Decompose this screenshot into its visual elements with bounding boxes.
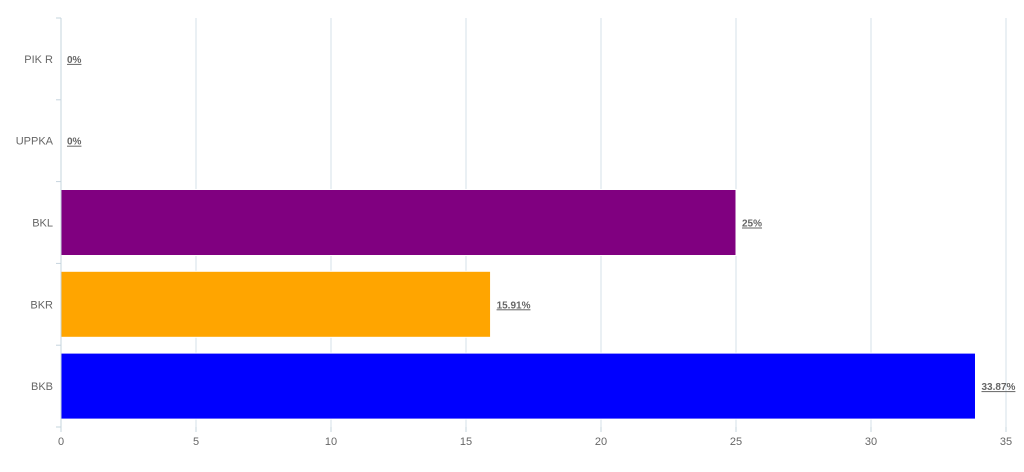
y-tick-label: BKL [32,218,53,230]
y-tick-label: BKR [30,299,53,311]
y-tick-label: PIK R [24,54,53,66]
x-tick-label: 0 [58,436,64,448]
data-labels: 0% 0% 25% 15.91% 33.87% [67,55,1016,393]
data-label: 0% [67,55,82,66]
x-tick-label: 30 [865,436,877,448]
bar-bkr [60,270,492,338]
bar-bkl [60,189,737,256]
bar-bkb [60,352,976,420]
x-tick-label: 25 [730,436,742,448]
bars [60,189,976,420]
data-label: 25% [742,219,762,230]
x-tick-label: 15 [460,436,472,448]
x-tick-label: 35 [1000,436,1012,448]
y-tick-label: UPPKA [16,136,54,148]
x-axis-ticks: 0 5 10 15 20 25 30 35 [58,427,1012,448]
data-label: 15.91% [497,300,531,311]
y-axis-ticks: PIK R UPPKA BKL BKR BKB [16,17,61,428]
x-tick-label: 10 [325,436,337,448]
x-tick-label: 20 [595,436,607,448]
x-tick-label: 5 [193,436,199,448]
data-label: 33.87% [981,382,1015,393]
data-label: 0% [67,137,82,148]
y-tick-label: BKB [31,381,53,393]
